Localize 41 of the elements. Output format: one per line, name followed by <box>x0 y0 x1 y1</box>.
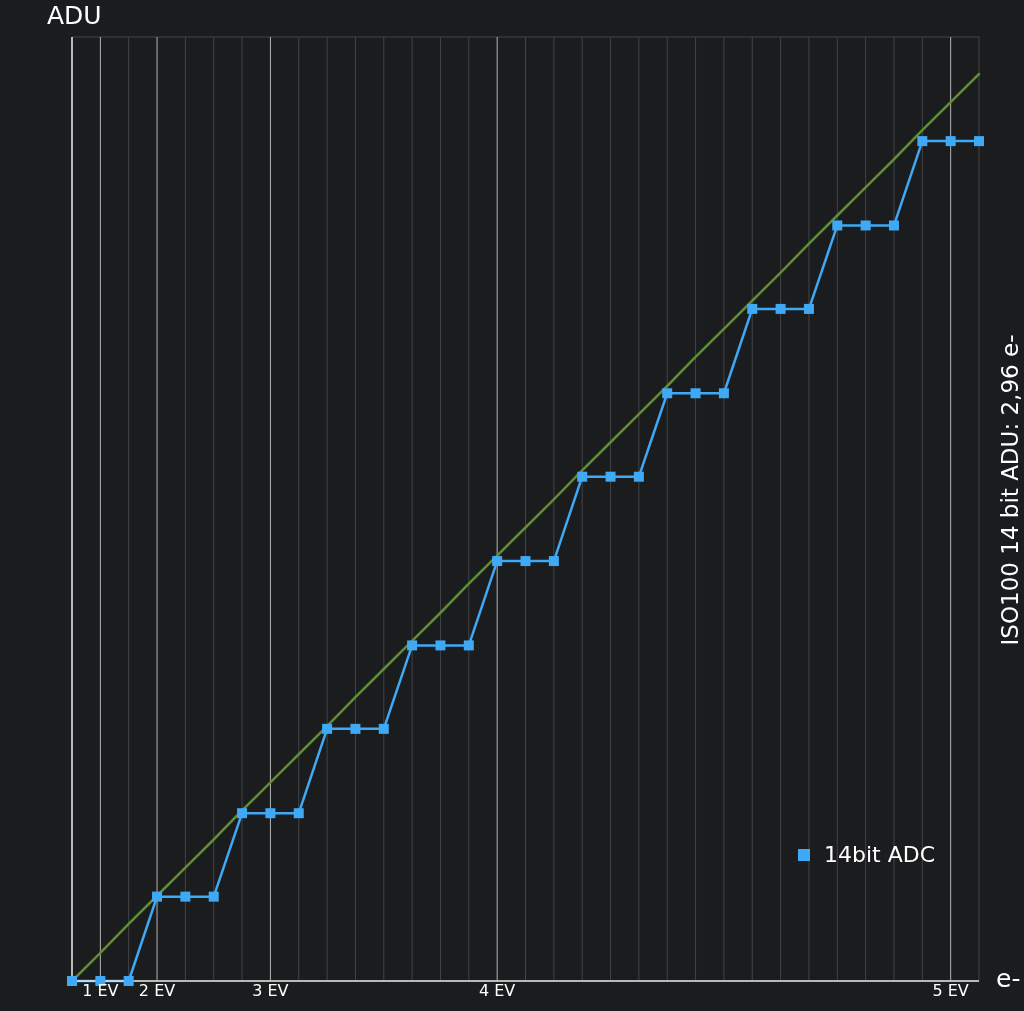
point <box>123 976 134 986</box>
legend-label: 14bit ADC <box>823 842 935 868</box>
y-axis-title: ADU <box>47 1 102 30</box>
point <box>945 136 956 147</box>
point <box>605 471 616 482</box>
point <box>832 220 843 231</box>
x-tick-label: 3 EV <box>252 981 289 1001</box>
point <box>265 808 276 819</box>
point <box>974 136 984 147</box>
point <box>435 640 446 651</box>
x-tick-label: 5 EV <box>932 981 969 1001</box>
point <box>577 471 588 482</box>
point <box>378 723 389 734</box>
point <box>293 808 304 819</box>
point <box>237 808 248 819</box>
x-tick-label: 4 EV <box>478 981 516 1001</box>
point <box>208 891 219 902</box>
point <box>718 388 729 399</box>
point <box>888 220 899 231</box>
point <box>662 388 673 399</box>
point <box>520 556 531 567</box>
point <box>775 303 786 314</box>
point <box>690 388 701 399</box>
point <box>633 471 644 482</box>
point <box>350 723 361 734</box>
point <box>180 891 191 902</box>
point <box>548 556 559 567</box>
point <box>803 303 814 314</box>
point <box>407 640 418 651</box>
point <box>463 640 474 651</box>
point <box>492 556 503 567</box>
y2-axis-title: ISO100 14 bit ADU: 2,96 e- <box>997 334 1023 646</box>
point <box>860 220 871 231</box>
point <box>152 891 163 902</box>
x-tick-label: 2 EV <box>138 981 176 1001</box>
point <box>67 976 77 986</box>
point <box>322 723 333 734</box>
x-axis-title: e- <box>996 964 1021 993</box>
x-tick-label: 1 EV <box>82 981 119 1001</box>
point <box>917 136 928 147</box>
point <box>747 303 758 314</box>
